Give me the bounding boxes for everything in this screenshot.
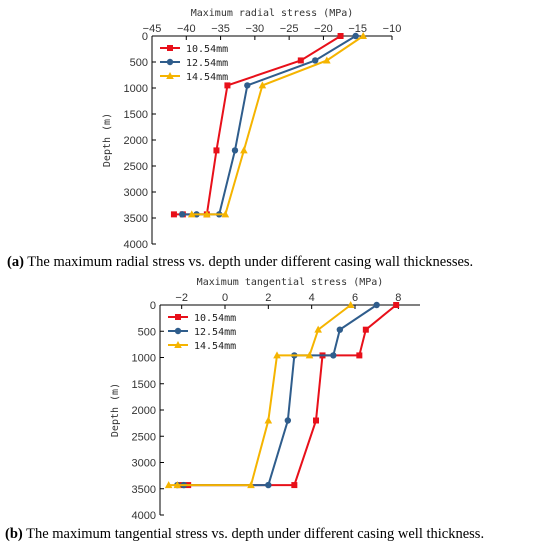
a-y-axis-label: Depth (m): [102, 113, 113, 167]
b-y-tick-label: 3500: [132, 484, 156, 496]
a-data-point: [221, 210, 230, 218]
a-legend-marker: [166, 58, 174, 66]
a-y-tick-label: 2500: [124, 161, 148, 173]
b-y-tick-label: 2500: [132, 431, 156, 443]
b-data-point: [247, 481, 255, 489]
a-data-point: [359, 32, 367, 39]
caption-b: (b) The maximum tangential stress vs. de…: [5, 526, 484, 543]
a-data-point: [312, 57, 319, 64]
b-y-tick-label: 500: [138, 326, 156, 338]
a-legend-label: 14.54mm: [186, 72, 228, 83]
b-series-line: [168, 304, 352, 487]
a-x-tick-label: −25: [280, 23, 299, 35]
b-data-point: [336, 326, 344, 333]
b-legend-marker: [175, 314, 181, 320]
a-y-tick-label: 3500: [124, 213, 148, 225]
b-y-tick-label: 3000: [132, 458, 156, 470]
b-y-axis-label: Depth (m): [110, 383, 121, 437]
tangential-stress-chart: −2 0 2 4 6 8 0 500 1000 1500 2000 2500 3000 3500 4000 M…: [110, 277, 420, 522]
b-x-tick-label: 4: [309, 292, 315, 304]
b-x-tick-label: −2: [175, 292, 188, 304]
radial-stress-chart: −45 −40 −35 −30 −25 −20 −15 −10 0 500 1000 1500 2000…: [102, 8, 402, 251]
a-y-tick-label: 1000: [124, 83, 148, 95]
b-legend-label: 12.54mm: [194, 327, 236, 338]
a-data-point: [240, 146, 248, 154]
b-x-tick-label: 0: [222, 292, 228, 304]
a-data-point: [187, 210, 196, 218]
a-y-tick-label: 500: [130, 57, 148, 69]
a-y-tick-label: 2000: [124, 135, 148, 147]
b-data-point: [273, 351, 281, 359]
a-legend-label: 12.54mm: [186, 58, 228, 69]
b-y-tick-label: 1000: [132, 353, 156, 365]
b-x-axis-label: Maximum tangential stress (MPa): [197, 277, 384, 288]
a-x-axis-label: Maximum radial stress (MPa): [191, 8, 354, 19]
a-x-tick-label: −15: [348, 23, 367, 35]
b-x-tick-label: 8: [395, 292, 401, 304]
b-data-point: [264, 416, 273, 424]
a-data-point: [337, 33, 344, 39]
a-x-tick-label: −45: [143, 23, 162, 35]
a-x-tick-label: −40: [177, 23, 196, 35]
a-y-tick-label: 3000: [124, 187, 148, 199]
b-x-tick-label: 6: [352, 292, 358, 304]
caption-a-label: (a): [7, 254, 24, 270]
b-data-point: [330, 352, 337, 359]
b-data-point: [356, 352, 363, 359]
a-legend-marker: [166, 72, 174, 79]
b-data-point: [305, 351, 314, 359]
b-series-14.54mm: [164, 301, 355, 489]
b-x-tick-label: 2: [265, 292, 271, 304]
a-data-point: [323, 56, 331, 64]
a-data-point: [178, 211, 186, 218]
b-data-point: [314, 325, 322, 333]
a-data-point: [244, 82, 251, 89]
a-data-point: [213, 147, 220, 154]
a-data-point: [231, 147, 239, 154]
b-y-tick-label: 2000: [132, 405, 156, 417]
b-y-tick-label: 0: [150, 300, 156, 312]
b-y-tick-label: 1500: [132, 379, 156, 391]
b-data-point: [265, 481, 272, 489]
a-y-tick-label: 0: [142, 31, 148, 43]
a-y-tick-label: 1500: [124, 109, 148, 121]
b-legend-marker: [174, 341, 182, 348]
b-data-point: [393, 302, 400, 308]
a-x-tick-label: −35: [211, 23, 230, 35]
b-data-point: [373, 301, 380, 309]
a-data-point: [258, 81, 267, 89]
b-data-point: [291, 482, 298, 489]
a-legend-label: 10.54mm: [186, 44, 228, 55]
a-data-point: [297, 57, 304, 64]
a-legend-marker: [167, 45, 173, 51]
caption-b-text: The maximum tangential stress vs. depth …: [22, 526, 485, 542]
a-data-point: [352, 32, 359, 40]
b-data-point: [173, 481, 182, 489]
b-data-point: [284, 417, 292, 424]
a-x-tick-label: −30: [246, 23, 265, 35]
b-data-point: [164, 481, 173, 489]
a-y-tick-label: 4000: [124, 239, 148, 251]
a-data-point: [224, 82, 231, 89]
b-data-point: [346, 301, 355, 308]
caption-a-text: The maximum radial stress vs. depth unde…: [23, 254, 474, 270]
a-data-point: [170, 211, 177, 218]
b-legend-label: 14.54mm: [194, 341, 236, 352]
b-legend-marker: [174, 327, 182, 335]
a-x-tick-label: −10: [383, 23, 402, 35]
a-x-tick-label: −20: [314, 23, 333, 35]
a-series-14.54mm: [187, 32, 367, 218]
caption-a: (a) The maximum radial stress vs. depth …: [7, 254, 473, 271]
caption-b-label: (b): [5, 526, 23, 542]
b-legend-label: 10.54mm: [194, 313, 236, 324]
a-data-point: [203, 210, 211, 218]
b-data-point: [362, 326, 369, 333]
b-data-point: [313, 417, 319, 424]
b-y-tick-label: 4000: [132, 510, 156, 522]
